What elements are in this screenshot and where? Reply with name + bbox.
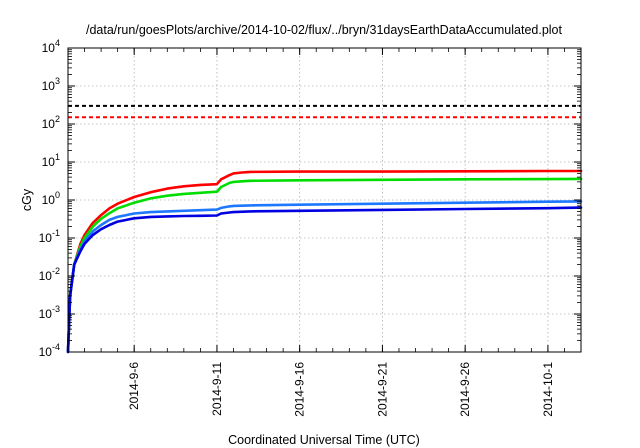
grid	[68, 48, 581, 352]
y-tick-label: 100	[42, 190, 60, 207]
y-tick-exponent: 1	[55, 152, 60, 162]
x-axis-ticks: 2014-9-6 2014-9-11 2014-9-16 2014-9-21 2014-…	[84, 48, 565, 417]
series-line	[66, 177, 583, 354]
y-tick-exponent: 4	[55, 38, 60, 48]
x-axis-title: Coordinated Universal Time (UTC)	[228, 433, 420, 447]
y-tick-exponent: -3	[52, 304, 60, 314]
series-line	[66, 206, 583, 354]
y-tick-label: 103	[42, 76, 60, 93]
y-tick-exponent: 3	[55, 76, 60, 86]
y-tick-label: 10-1	[39, 228, 60, 245]
y-tick-exponent: 0	[55, 190, 60, 200]
y-tick-exponent: -4	[52, 342, 60, 352]
threshold-lines	[68, 104, 581, 119]
y-tick-exponent: 2	[55, 114, 60, 124]
x-tick-label: 2014-9-11	[210, 362, 224, 416]
y-tick-label: 10-4	[39, 342, 60, 359]
y-tick-label: 101	[42, 152, 60, 169]
y-tick-label: 10-2	[39, 266, 60, 283]
x-tick-label: 2014-9-21	[375, 362, 389, 417]
y-tick-exponent: -2	[52, 266, 60, 276]
series-line	[66, 200, 583, 354]
series-line	[66, 169, 583, 354]
x-tick-label: 2014-9-16	[293, 362, 307, 417]
series-lines	[66, 169, 583, 354]
y-tick-label: 102	[42, 114, 60, 131]
y-tick-exponent: -1	[52, 228, 60, 238]
y-tick-label: 104	[42, 38, 60, 55]
x-tick-label: 2014-10-1	[541, 362, 555, 417]
chart-title: /data/run/goesPlots/archive/2014-10-02/f…	[86, 23, 562, 37]
y-tick-label: 10-3	[39, 304, 60, 321]
y-axis-title: cGy	[20, 188, 34, 211]
x-tick-label: 2014-9-26	[458, 362, 472, 417]
x-tick-label: 2014-9-6	[127, 362, 141, 410]
